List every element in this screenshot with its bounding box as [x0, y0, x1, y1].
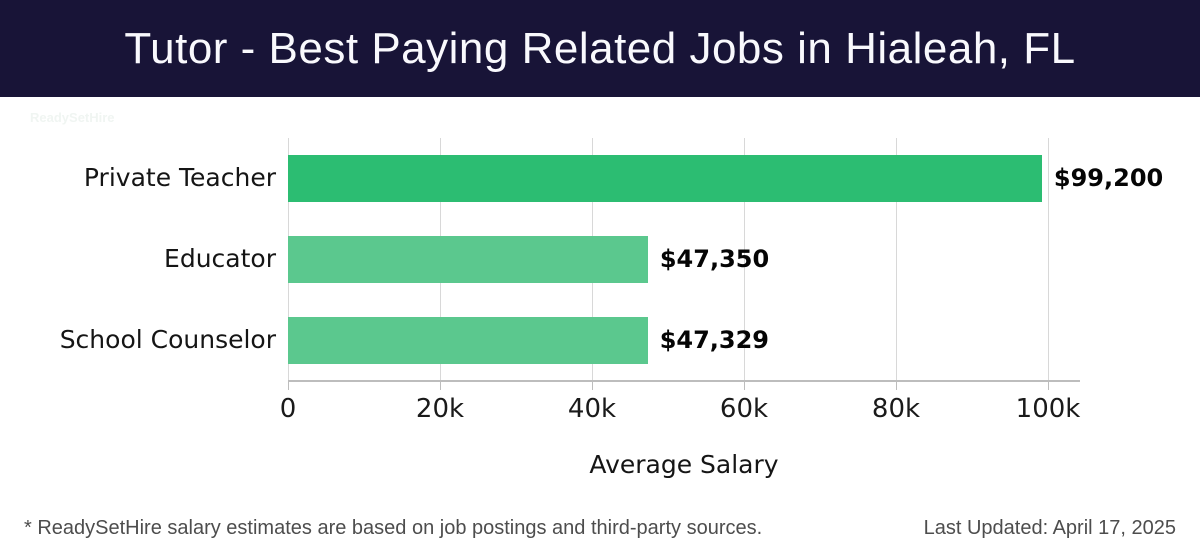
- x-tick: [1048, 381, 1049, 390]
- x-tick-label: 60k: [719, 394, 769, 424]
- gridline: [896, 138, 897, 381]
- x-tick: [744, 381, 745, 390]
- gridline: [744, 138, 745, 381]
- x-tick: [440, 381, 441, 390]
- watermark-logo: ReadySetHire: [30, 110, 115, 125]
- bar-value-label: $99,200: [1053, 163, 1164, 192]
- x-tick-label: 40k: [567, 394, 617, 424]
- x-tick: [592, 381, 593, 390]
- chart-title: Tutor - Best Paying Related Jobs in Hial…: [124, 23, 1076, 73]
- x-tick: [288, 381, 289, 390]
- bar-value-label: $47,329: [659, 325, 769, 354]
- category-label: Private Teacher: [83, 162, 276, 192]
- x-tick-label: 20k: [415, 394, 465, 424]
- bar: [288, 155, 1042, 202]
- bar-value-label: $47,350: [659, 244, 770, 273]
- x-axis-line: [288, 380, 1080, 382]
- x-tick: [896, 381, 897, 390]
- category-label: Educator: [164, 243, 276, 273]
- header-band: Tutor - Best Paying Related Jobs in Hial…: [0, 0, 1200, 97]
- footer-disclaimer: * ReadySetHire salary estimates are base…: [24, 517, 763, 539]
- x-tick-label: 100k: [1015, 394, 1081, 424]
- gridline: [1048, 138, 1049, 381]
- footer-last-updated: Last Updated: April 17, 2025: [923, 517, 1176, 539]
- x-tick-label: 80k: [871, 394, 921, 424]
- bar: [288, 317, 648, 364]
- bar: [288, 236, 648, 283]
- category-label: School Counselor: [59, 324, 276, 354]
- x-axis-title: Average Salary: [589, 450, 779, 479]
- x-tick-label: 0: [279, 394, 297, 424]
